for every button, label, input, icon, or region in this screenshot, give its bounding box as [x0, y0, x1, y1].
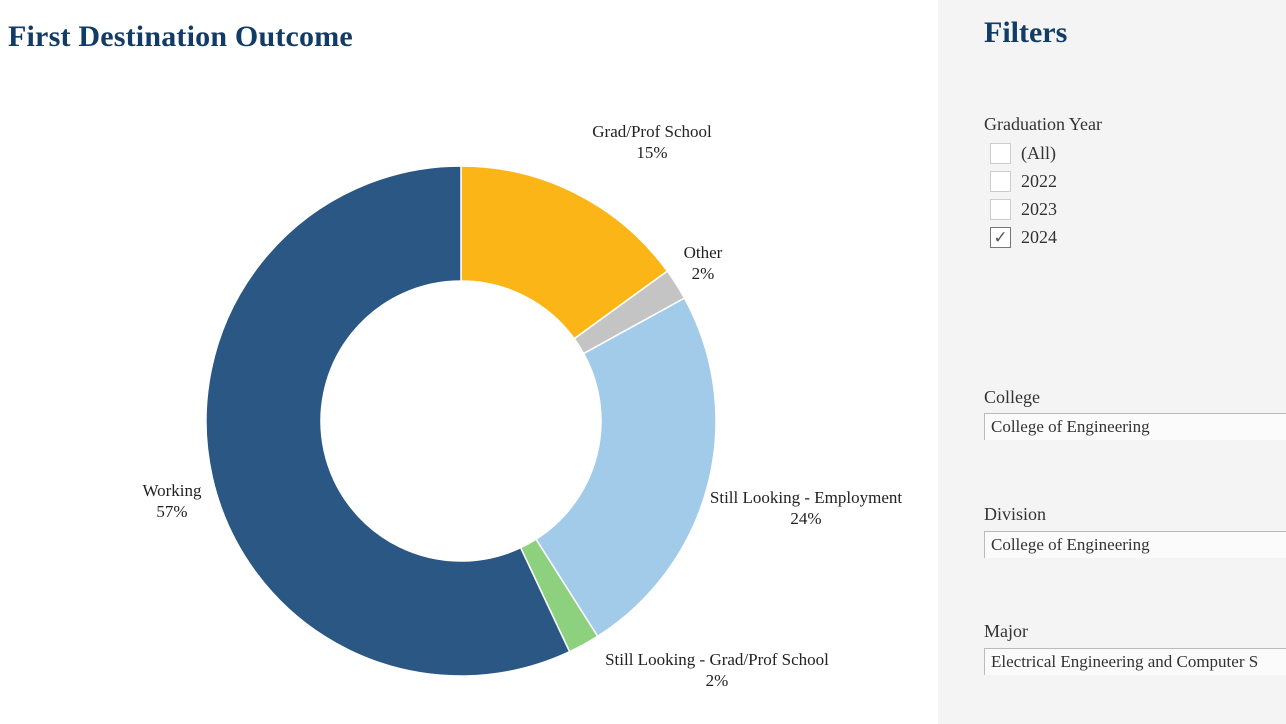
- graduation-year-label: Graduation Year: [984, 114, 1102, 134]
- slice-label-still-looking-employment: Still Looking - Employment 24%: [709, 488, 903, 528]
- checkbox-label: 2024: [1021, 227, 1057, 247]
- college-dropdown[interactable]: College of Engineering: [984, 413, 1286, 440]
- major-dropdown[interactable]: Electrical Engineering and Computer S: [984, 648, 1286, 675]
- filters-panel: Filters Graduation Year (All) 2022 2023 …: [938, 0, 1286, 724]
- checkbox-all[interactable]: (All): [990, 143, 1056, 164]
- filters-title: Filters: [984, 16, 1068, 49]
- checkmark-icon[interactable]: ✓: [990, 227, 1011, 248]
- slice-grad-prof-school[interactable]: [460, 165, 669, 340]
- division-dropdown[interactable]: College of Engineering: [984, 531, 1286, 558]
- checkbox-2023[interactable]: 2023: [990, 199, 1057, 220]
- major-label: Major: [984, 621, 1028, 641]
- checkbox-label: 2023: [1021, 199, 1057, 219]
- checkbox-icon[interactable]: [990, 171, 1011, 192]
- college-label: College: [984, 387, 1040, 407]
- slice-label-still-looking-grad: Still Looking - Grad/Prof School 2%: [605, 650, 829, 690]
- checkbox-icon[interactable]: [990, 143, 1011, 164]
- slice-still-looking-employment[interactable]: [534, 297, 717, 638]
- checkbox-label: (All): [1021, 143, 1056, 163]
- slice-working[interactable]: [205, 165, 571, 677]
- slice-label-working: Working 57%: [142, 481, 202, 521]
- checkbox-icon[interactable]: [990, 199, 1011, 220]
- checkbox-label: 2022: [1021, 171, 1057, 191]
- page-title: First Destination Outcome: [8, 20, 353, 53]
- checkbox-2022[interactable]: 2022: [990, 171, 1057, 192]
- donut-chart: [205, 165, 717, 677]
- checkbox-2024[interactable]: ✓ 2024: [990, 227, 1057, 248]
- slice-label-other: Other 2%: [683, 243, 723, 283]
- slice-label-grad-prof-school: Grad/Prof School 15%: [592, 122, 712, 162]
- division-label: Division: [984, 504, 1047, 524]
